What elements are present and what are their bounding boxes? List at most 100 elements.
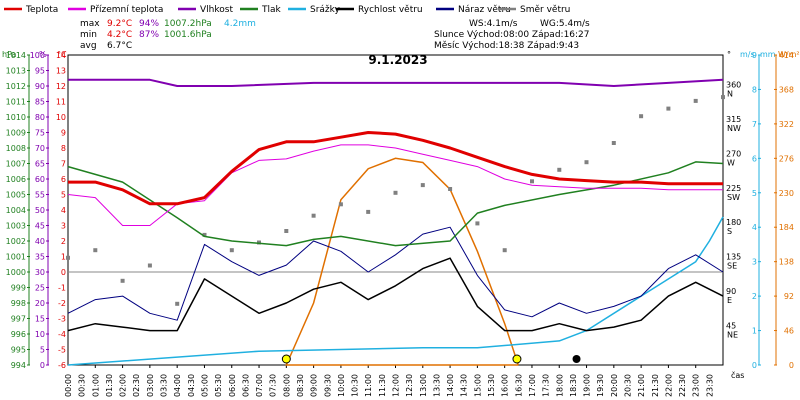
tick-ms: 7 [752, 120, 757, 129]
wind-dir-point [721, 95, 725, 100]
min-hum: 87% [139, 30, 159, 40]
tick-dir-deg: 180 [726, 218, 741, 227]
min-press: 1001.6hPa [164, 30, 212, 40]
wind-dir-point [229, 248, 234, 253]
x-tick-label: 09:30 [323, 374, 332, 397]
moonrise-marker [572, 355, 581, 363]
x-tick-label: 21:30 [651, 374, 660, 397]
tick-dir-label: W [727, 158, 735, 167]
tick-temp: -5 [58, 346, 66, 355]
unit-pct: % [39, 50, 47, 59]
legend-label-vlhkost: Vlhkost [200, 5, 233, 15]
tick-pct: 80 [35, 113, 45, 122]
tick-wm2: 322 [779, 120, 794, 129]
x-tick-label: 18:00 [555, 374, 564, 397]
wind-dir-point [257, 240, 261, 245]
wind-dir-point [338, 202, 343, 207]
tick-hpa: 1012 [6, 82, 26, 91]
unit-time: čas [731, 370, 744, 380]
wind-dir-point [448, 187, 453, 191]
tick-temp: 3 [61, 222, 66, 231]
stats-block: max 9.2°C 94% 1007.2hPa 4.2mm min 4.2°C … [80, 19, 590, 51]
x-tick-label: 12:30 [405, 374, 414, 397]
tick-temp: 8 [61, 144, 66, 153]
x-axis: 00:00 00:30 01:00 01:30 02:00 02:30 03:00 03:30… [64, 374, 714, 397]
tick-hpa: 1003 [6, 222, 26, 231]
tick-pct: 100 [30, 51, 45, 60]
tick-temp: 1 [61, 253, 66, 262]
tick-pct: 15 [35, 315, 45, 324]
avg-label: avg [80, 41, 97, 51]
wind-dir-point [202, 232, 207, 237]
tick-hpa: 999 [11, 284, 26, 293]
tick-ms: 6 [752, 154, 757, 163]
tick-pct: 70 [35, 144, 45, 153]
tick-ms: 0 [752, 361, 757, 370]
x-tick-label: 02:00 [119, 374, 128, 397]
x-tick-label: 15:00 [473, 374, 482, 397]
x-tick-label: 01:00 [91, 374, 100, 397]
x-tick-label: 22:30 [678, 374, 687, 397]
tick-hpa: 1010 [6, 113, 26, 122]
wind-dir-point [120, 278, 125, 283]
x-tick-label: 16:00 [501, 374, 510, 397]
tick-hpa: 994 [11, 361, 26, 370]
sun-curve [285, 157, 520, 366]
wind-dir-point [93, 248, 98, 253]
x-tick-label: 14:00 [446, 374, 455, 397]
wind-dir-point [475, 221, 480, 226]
tick-dir-label: NW [727, 124, 741, 133]
tick-ms: 8 [752, 85, 757, 94]
x-tick-label: 00:30 [78, 374, 87, 397]
wind-dir-point [66, 255, 70, 260]
x-tick-label: 19:30 [596, 374, 605, 397]
tick-wm2: 230 [779, 189, 794, 198]
legend-label-prizemni: Přízemní teplota [90, 5, 163, 15]
x-tick-label: 20:30 [624, 374, 633, 397]
tick-pct: 0 [40, 361, 45, 370]
tick-dir-deg: 45 [726, 322, 736, 331]
wind-dir-point [284, 229, 289, 233]
series-teplota [68, 131, 723, 206]
avg-temp: 6.7°C [107, 41, 132, 51]
unit-mm: mm [760, 50, 776, 59]
unit-deg: ° [727, 50, 731, 59]
tick-dir-label: N [727, 89, 733, 98]
unit-ms: m/s [740, 50, 755, 59]
sunrise-marker [281, 354, 291, 364]
legend-label-rychlost: Rychlost větru [358, 5, 423, 15]
sun-times: Slunce Východ:08:00 Západ:16:27 [434, 30, 590, 40]
wind-dir-point [393, 190, 398, 195]
x-tick-label: 05:00 [201, 374, 210, 397]
tick-pct: 20 [35, 299, 45, 308]
x-tick-label: 17:00 [528, 374, 537, 397]
tick-temp: 7 [61, 160, 66, 169]
moon-times: Měsíc Východ:18:38 Západ:9:43 [434, 41, 579, 51]
tick-pct: 45 [35, 222, 45, 231]
wind-dir-point [611, 141, 616, 145]
x-tick-label: 20:00 [610, 374, 619, 397]
tick-dir-label: E [727, 296, 732, 305]
tick-dir-deg: 270 [726, 149, 741, 158]
tick-dir-label: NE [727, 331, 738, 340]
x-tick-label: 10:30 [351, 374, 360, 397]
tick-hpa: 1001 [6, 253, 26, 262]
tick-dir-deg: 225 [726, 184, 741, 193]
tick-dir-deg: 135 [726, 253, 741, 262]
tick-pct: 65 [35, 160, 45, 169]
tick-dir-label: S [727, 227, 732, 236]
tick-temp: 4 [61, 206, 66, 215]
tick-hpa: 1000 [6, 268, 26, 277]
tick-hpa: 1008 [6, 144, 26, 153]
wind-dir-point [666, 106, 671, 111]
tick-dir-label: SE [727, 262, 737, 271]
tick-ms: 2 [752, 292, 757, 301]
x-tick-label: 07:00 [255, 374, 264, 397]
x-tick-label: 07:30 [269, 374, 278, 397]
tick-pct: 50 [35, 206, 45, 215]
legend-label-teplota: Teplota [25, 5, 58, 15]
tick-pct: 25 [35, 284, 45, 293]
unit-wm2: W/m² [778, 50, 800, 59]
